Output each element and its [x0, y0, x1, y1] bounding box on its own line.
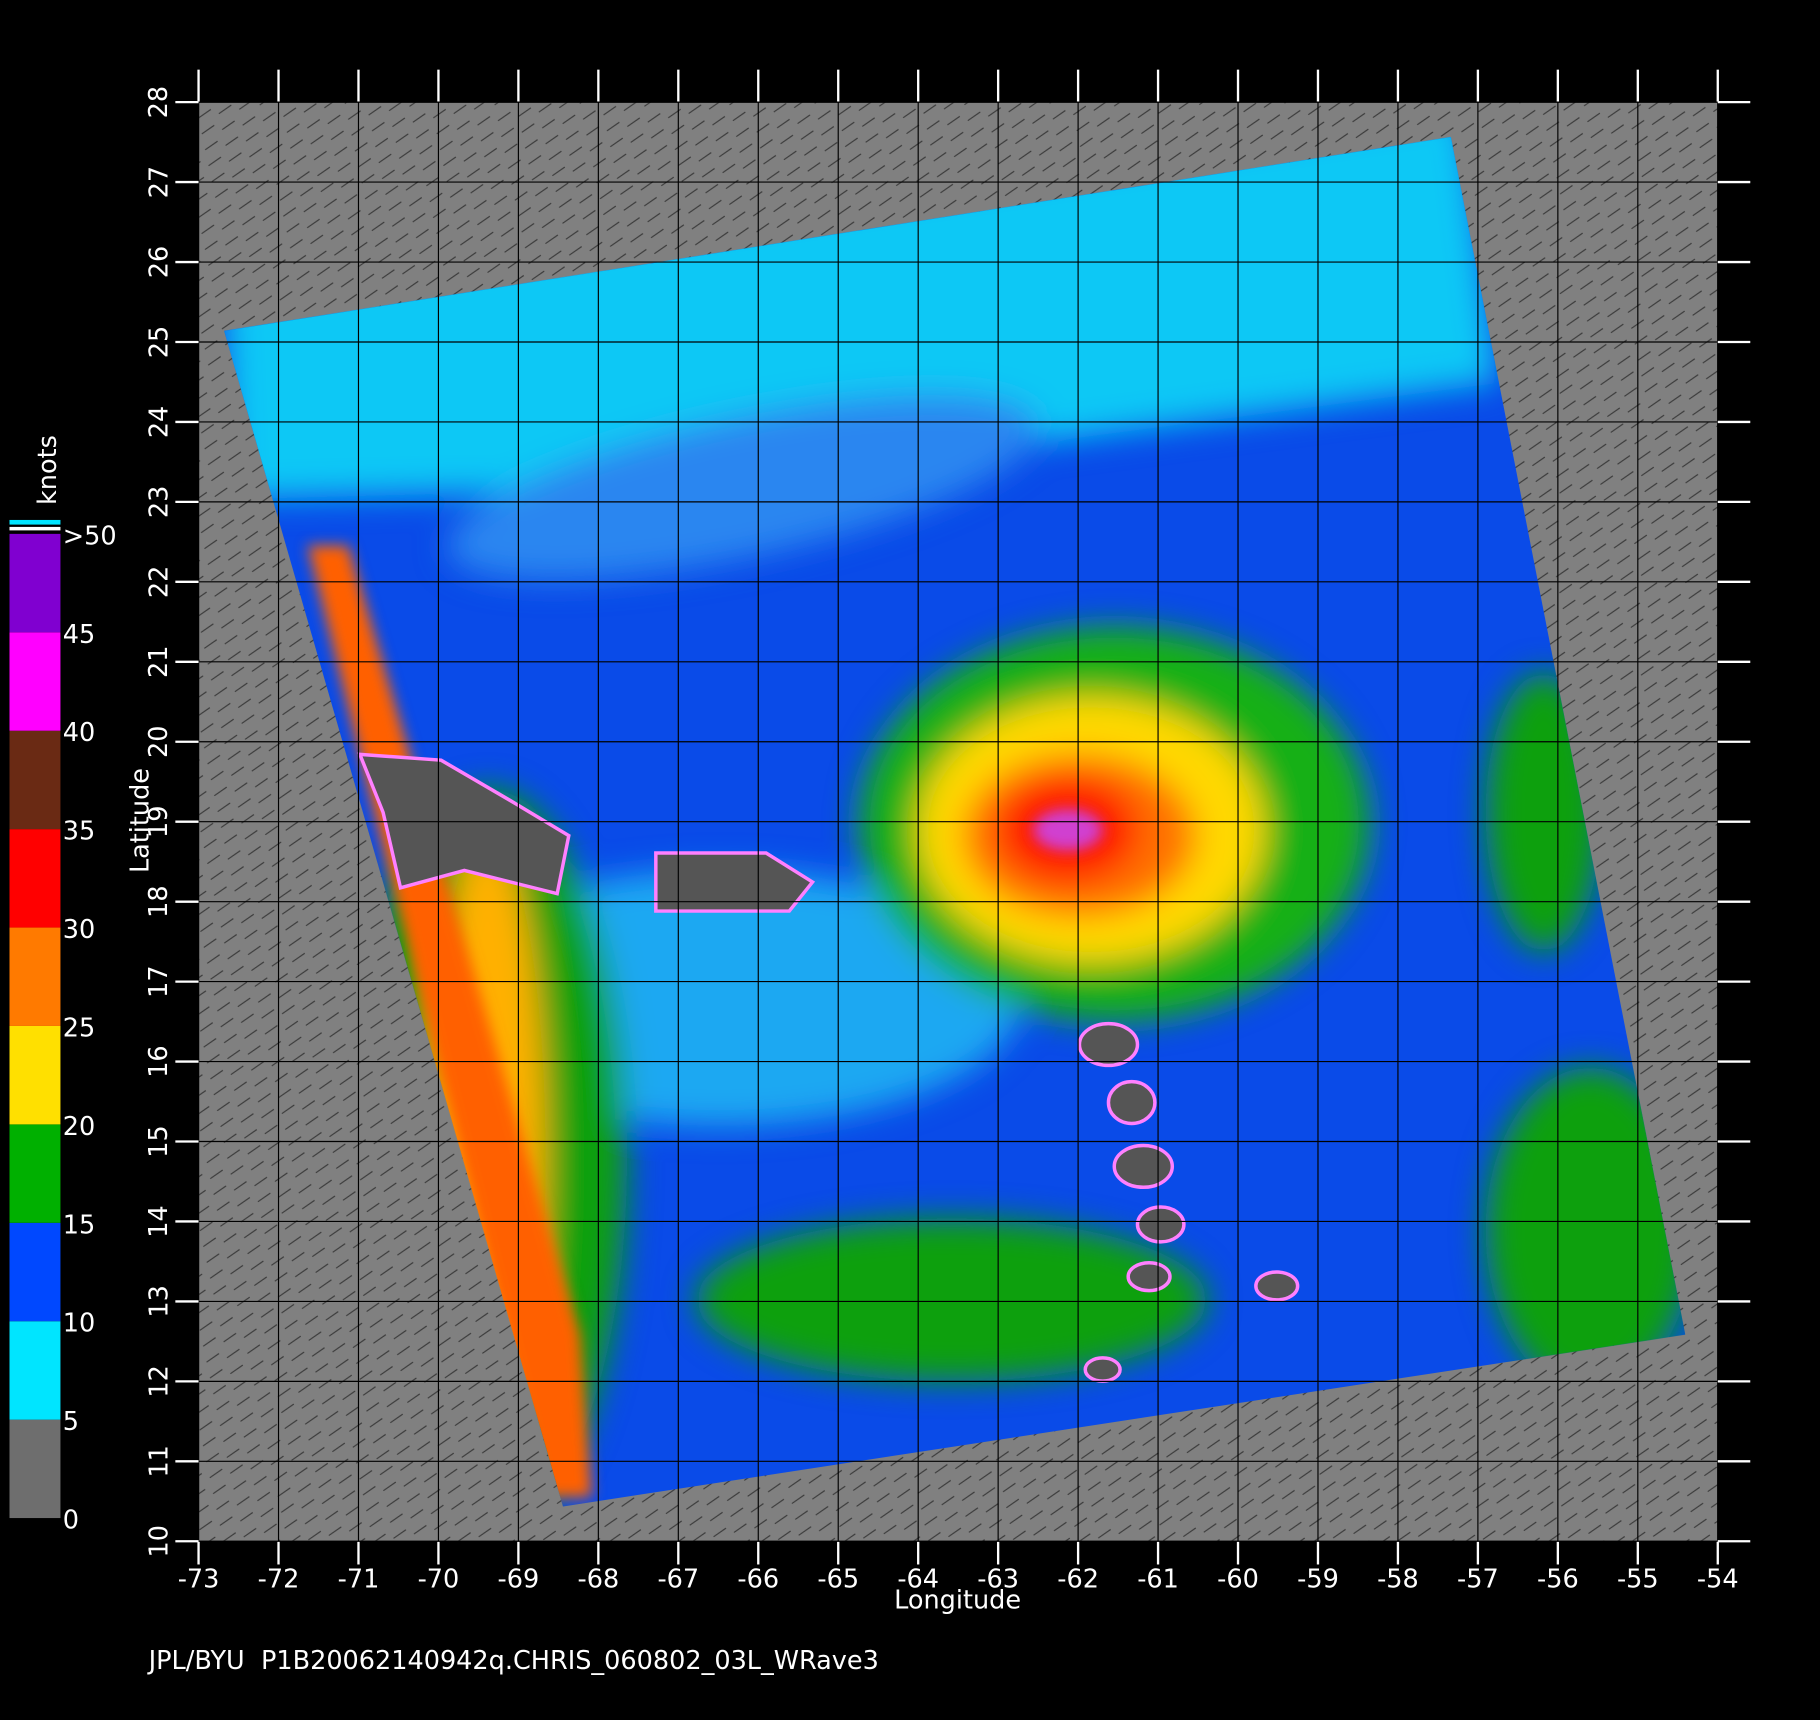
colorbar-segment: [9, 730, 61, 830]
colorbar-tick-label: 10: [63, 1309, 95, 1339]
x-tick-label: -65: [817, 1565, 859, 1595]
x-tick-label: -64: [897, 1565, 939, 1595]
colorbar-label: knots: [33, 435, 63, 505]
y-tick-label: 19: [144, 805, 174, 837]
x-axis-label: Longitude: [894, 1586, 1021, 1616]
x-tick-label: -60: [1217, 1565, 1259, 1595]
x-tick-label: -71: [338, 1565, 380, 1595]
colorbar-tick-label: 35: [63, 817, 95, 847]
y-tick-label: 18: [144, 885, 174, 917]
x-tick-label: -54: [1697, 1565, 1739, 1595]
y-tick-label: 20: [144, 726, 174, 758]
x-tick-label: -56: [1537, 1565, 1579, 1595]
y-tick-label: 14: [144, 1205, 174, 1237]
y-tick-label: 12: [144, 1365, 174, 1397]
colorbar-tick-label: 20: [63, 1112, 95, 1142]
y-tick-label: 25: [144, 326, 174, 358]
footer: JPL/BYU P1B20062140942q.CHRIS_060802_03L…: [147, 1646, 879, 1676]
x-tick-label: -73: [178, 1565, 220, 1595]
y-tick-label: 15: [144, 1125, 174, 1157]
y-axis-label: Latitude: [126, 768, 156, 873]
x-tick-label: -62: [1057, 1565, 1099, 1595]
x-tick-label: -61: [1137, 1565, 1179, 1595]
x-tick-label: -63: [977, 1565, 1019, 1595]
y-tick-label: 28: [144, 86, 174, 118]
x-tick-label: -66: [737, 1565, 779, 1595]
colorbar-tick-label: 45: [63, 620, 95, 650]
x-tick-label: -72: [258, 1565, 300, 1595]
x-tick-label: -69: [498, 1565, 540, 1595]
x-tick-label: -68: [578, 1565, 620, 1595]
y-tick-label: 13: [144, 1285, 174, 1317]
colorbar-segment: [9, 1222, 61, 1322]
colorbar-tick-label: 25: [63, 1013, 95, 1043]
y-tick-label: 21: [144, 646, 174, 678]
colorbar-tick-label: 15: [63, 1210, 95, 1240]
y-tick-label: 23: [144, 486, 174, 518]
y-tick-label: 11: [144, 1445, 174, 1477]
colorbar-stripe: [9, 519, 61, 525]
x-tick-label: -67: [657, 1565, 699, 1595]
y-tick-label: 24: [144, 406, 174, 438]
colorbar-stripe: [9, 526, 61, 531]
x-tick-label: -58: [1377, 1565, 1419, 1595]
colorbar-segment: [9, 533, 61, 633]
colorbar-segment: [9, 1124, 61, 1223]
colorbar-segment: [9, 632, 61, 731]
x-tick-label: -59: [1297, 1565, 1339, 1595]
colorbar-tick-label: 40: [63, 718, 95, 748]
colorbar-segment: [9, 1025, 61, 1125]
x-tick-label: -57: [1457, 1565, 1499, 1595]
colorbar-tick-label: 5: [63, 1407, 79, 1437]
y-tick-label: 10: [144, 1525, 174, 1557]
colorbar-segment: [9, 927, 61, 1026]
y-tick-label: 16: [144, 1045, 174, 1077]
colorbar-tick-label: >50: [63, 521, 117, 551]
colorbar-segment: [9, 1321, 61, 1420]
land: [357, 752, 1300, 1383]
y-tick-label: 22: [144, 566, 174, 598]
colorbar-tick-label: 30: [63, 915, 95, 945]
y-tick-label: 17: [144, 965, 174, 997]
colorbar-segment: [9, 829, 61, 928]
colorbar-segment: [9, 1419, 61, 1519]
y-tick-label: 26: [144, 246, 174, 278]
x-tick-label: -55: [1617, 1565, 1659, 1595]
x-tick-label: -70: [418, 1565, 460, 1595]
colorbar-tick-label: 0: [63, 1506, 79, 1536]
y-tick-label: 27: [144, 166, 174, 198]
